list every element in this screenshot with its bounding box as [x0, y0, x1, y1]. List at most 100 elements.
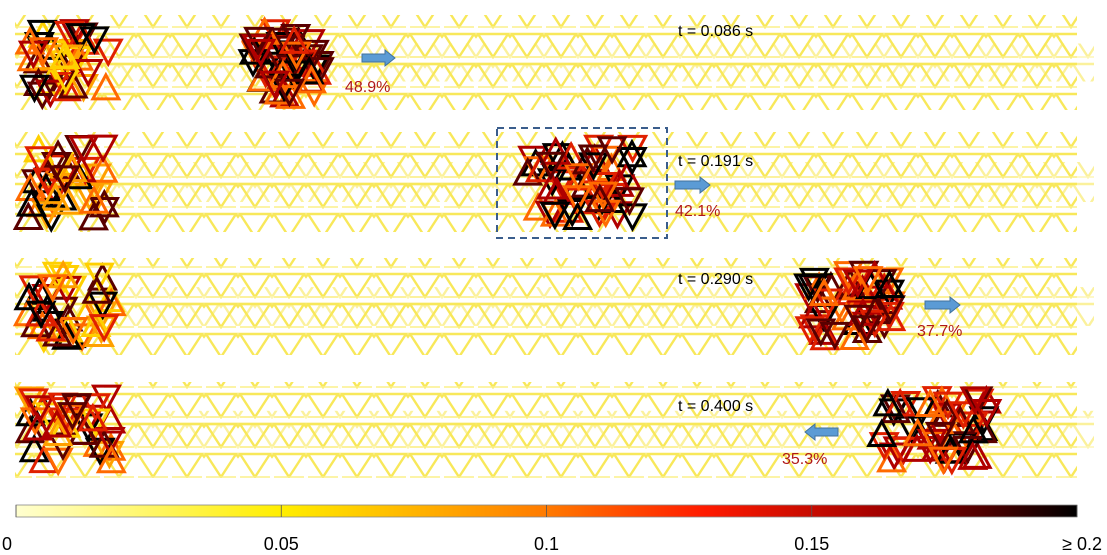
- strained-strut: [13, 281, 45, 311]
- strained-strut: [924, 421, 956, 451]
- strained-strut: [52, 185, 84, 215]
- colorbar-tick-label: 0.15: [794, 534, 829, 554]
- strained-strut: [245, 38, 277, 68]
- strained-strut: [81, 163, 113, 193]
- strained-strut: [971, 399, 1003, 428]
- strained-strut: [914, 388, 946, 417]
- strained-strut: [273, 78, 305, 108]
- strained-strut: [59, 19, 91, 48]
- lattice-shade: [32, 43, 1094, 82]
- strained-strut: [49, 165, 81, 195]
- strained-strut: [88, 429, 120, 458]
- strained-strut: [83, 262, 115, 292]
- strained-strut: [852, 266, 884, 295]
- lattice-panel: [12, 258, 1094, 355]
- strained-strut: [56, 153, 88, 183]
- colorbar-tick-label: 0.05: [264, 534, 299, 554]
- time-label: t = 0.400 s: [678, 398, 753, 415]
- strained-strut: [923, 405, 955, 435]
- strained-strut: [280, 41, 313, 71]
- strained-strut: [18, 433, 50, 463]
- strained-strut: [18, 388, 50, 417]
- strained-strut: [94, 426, 126, 456]
- strained-strut: [50, 72, 82, 102]
- strained-strut: [794, 316, 826, 345]
- strained-strut: [24, 395, 56, 424]
- strained-strut: [57, 317, 89, 346]
- strained-strut: [35, 204, 67, 234]
- strained-strut: [90, 384, 122, 414]
- strained-strut: [957, 414, 989, 444]
- colorbar-tick-label: 0.1: [534, 534, 559, 554]
- lattice-panel: [13, 382, 1094, 478]
- strained-strut: [563, 163, 595, 192]
- strained-strut: [808, 277, 840, 307]
- strained-strut: [90, 71, 122, 101]
- strained-strut: [843, 304, 875, 334]
- strained-strut: [805, 318, 837, 348]
- strained-strut: [18, 74, 50, 104]
- strained-strut: [87, 134, 119, 164]
- strained-strut: [584, 183, 616, 213]
- strained-strut: [28, 37, 60, 66]
- strained-strut: [866, 418, 898, 447]
- energy-percent: 37.7%: [917, 323, 962, 340]
- strained-strut: [37, 274, 69, 303]
- strained-strut: [72, 59, 104, 88]
- strained-strut: [47, 432, 79, 462]
- direction-arrow: [674, 175, 711, 195]
- strained-strut: [535, 151, 567, 181]
- strained-strut: [56, 402, 88, 431]
- highlight-box: [496, 127, 668, 239]
- strained-strut: [577, 144, 609, 174]
- strained-strut: [540, 136, 572, 165]
- strained-strut: [296, 64, 328, 94]
- strained-strut: [947, 401, 979, 430]
- strained-strut: [905, 397, 937, 426]
- strained-strut: [52, 44, 84, 74]
- strained-strut: [565, 161, 597, 191]
- strained-strut: [57, 69, 89, 99]
- strained-strut: [41, 408, 73, 438]
- strained-strut: [798, 299, 830, 329]
- strained-strut: [95, 432, 127, 461]
- lattice-shade: [32, 287, 1094, 326]
- direction-arrow: [804, 422, 839, 442]
- strained-strut: [833, 267, 865, 297]
- energy-percent: 42.1%: [675, 203, 720, 220]
- direction-arrow: [924, 295, 961, 315]
- strained-strut: [68, 135, 100, 165]
- strained-strut: [42, 417, 74, 446]
- strained-strut: [14, 172, 46, 201]
- strained-strut: [35, 312, 67, 342]
- strained-strut: [959, 386, 991, 416]
- strained-strut: [267, 59, 299, 89]
- direction-arrow: [361, 48, 396, 68]
- strained-strut: [616, 146, 648, 176]
- strained-strut: [901, 433, 933, 462]
- strained-strut: [32, 167, 64, 197]
- strained-strut: [614, 187, 646, 217]
- strained-strut: [539, 201, 571, 231]
- strained-strut: [927, 446, 959, 476]
- strained-strut: [586, 172, 619, 201]
- strained-strut: [15, 187, 47, 217]
- strained-strut: [49, 40, 81, 70]
- lattice-panel: [14, 15, 1094, 111]
- strained-strut: [40, 152, 72, 181]
- strained-strut: [819, 321, 851, 351]
- energy-percent: 35.3%: [782, 451, 827, 468]
- strained-strut: [95, 444, 127, 474]
- strained-strut: [87, 154, 119, 183]
- strained-strut: [81, 275, 113, 304]
- strained-strut: [88, 314, 120, 343]
- time-label: t = 0.086 s: [678, 23, 753, 40]
- strained-strut: [562, 201, 594, 231]
- lattice-panel: [12, 132, 1094, 234]
- strained-strut: [22, 411, 54, 441]
- strained-strut: [25, 300, 57, 330]
- strained-strut: [873, 269, 905, 298]
- strained-strut: [80, 393, 112, 422]
- strained-strut: [41, 317, 73, 347]
- strained-strut: [278, 25, 310, 54]
